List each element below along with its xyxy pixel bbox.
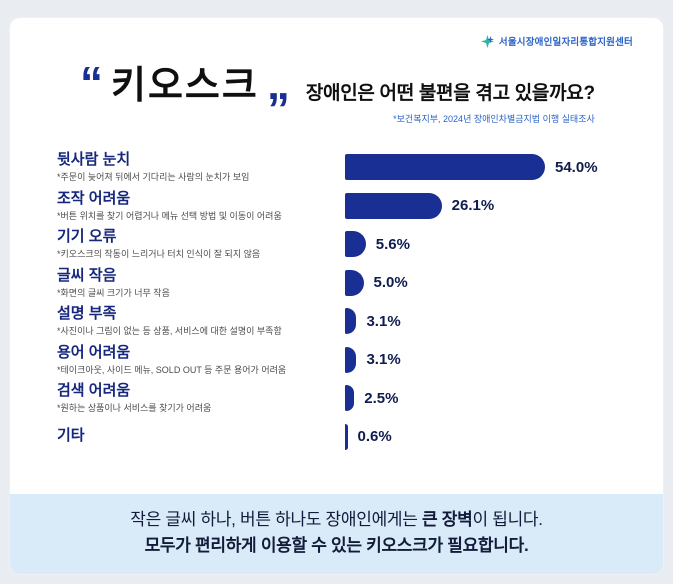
- chart-row: 설명 부족 *사진이나 그림이 없는 등 상품, 서비스에 대한 설명이 부족함…: [57, 302, 663, 341]
- banner-emphasis: 큰 장벽: [422, 510, 473, 529]
- title-section: “ 키오스크 ” 장애인은 어떤 불편을 겪고 있을까요? *보건복지부, 20…: [10, 48, 663, 132]
- bar: [345, 231, 366, 258]
- category-note: *주문이 늦어져 뒤에서 기다리는 사람의 눈치가 보임: [57, 172, 250, 183]
- value-label: 54.0%: [555, 158, 598, 176]
- value-label: 0.6%: [357, 428, 392, 446]
- category-label: 기기 오류: [57, 228, 117, 246]
- chart-row: 검색 어려움 *원하는 상품이나 서비스를 찾기가 어려움 2.5%: [57, 379, 663, 418]
- category-label: 검색 어려움: [57, 382, 131, 400]
- question-block: 장애인은 어떤 불편을 겪고 있을까요? *보건복지부, 2024년 장애인차별…: [306, 78, 595, 125]
- category-note: *버튼 위치를 찾기 어렵거나 메뉴 선택 방법 및 이동이 어려움: [57, 210, 282, 221]
- value-label: 2.5%: [364, 389, 399, 407]
- banner-line-1: 작은 글씨 하나, 버튼 하나도 장애인에게는 큰 장벽이 됩니다.: [130, 510, 543, 529]
- chart-row: 뒷사람 눈치 *주문이 늦어져 뒤에서 기다리는 사람의 눈치가 보임 54.0…: [57, 148, 663, 187]
- close-quote-icon: ”: [266, 83, 290, 135]
- category-note: *사진이나 그림이 없는 등 상품, 서비스에 대한 설명이 부족함: [57, 326, 282, 337]
- bottom-banner: 작은 글씨 하나, 버튼 하나도 장애인에게는 큰 장벽이 됩니다. 모두가 편…: [10, 494, 663, 574]
- category-label: 설명 부족: [57, 305, 117, 323]
- category-note: *키오스크의 작동이 느리거나 터치 인식이 잘 되지 않음: [57, 249, 261, 260]
- chart-row: 기타 0.6%: [57, 418, 663, 457]
- page-title: 키오스크: [111, 65, 259, 107]
- value-label: 5.0%: [373, 274, 408, 292]
- bar: [345, 192, 442, 219]
- category-label: 뒷사람 눈치: [57, 151, 131, 169]
- category-label: 기타: [57, 427, 85, 445]
- value-label: 3.1%: [366, 351, 401, 369]
- source-note: *보건복지부, 2024년 장애인차별금지법 이행 실태조사: [393, 114, 595, 124]
- chart-row: 용어 어려움 *테이크아웃, 사이드 메뉴, SOLD OUT 등 주문 용어가…: [57, 341, 663, 380]
- logo-sparkle-icon: [480, 34, 494, 48]
- category-note: *원하는 상품이나 서비스를 찾기가 어려움: [57, 403, 212, 414]
- category-label: 글씨 작음: [57, 266, 117, 284]
- chart-row: 조작 어려움 *버튼 위치를 찾기 어렵거나 메뉴 선택 방법 및 이동이 어려…: [57, 187, 663, 226]
- bar: [345, 423, 348, 450]
- category-label: 용어 어려움: [57, 343, 131, 361]
- bar: [345, 308, 357, 335]
- logo-text: 서울시장애인일자리통합지원센터: [498, 37, 633, 48]
- chart-row: 글씨 작음 *화면의 글씨 크기가 너무 작음 5.0%: [57, 264, 663, 303]
- bar: [345, 346, 357, 373]
- banner-line-2: 모두가 편리하게 이용할 수 있는 키오스크가 필요합니다.: [10, 533, 663, 559]
- bar: [345, 154, 545, 181]
- bar: [345, 385, 355, 412]
- bar-chart: 뒷사람 눈치 *주문이 늦어져 뒤에서 기다리는 사람의 눈치가 보임 54.0…: [10, 132, 663, 456]
- chart-row: 기기 오류 *키오스크의 작동이 느리거나 터치 인식이 잘 되지 않음 5.6…: [57, 225, 663, 264]
- banner-emphasis: 모두가 편리하게 이용할 수 있는 키오스크가 필요합니다.: [144, 536, 529, 555]
- value-label: 5.6%: [375, 235, 410, 253]
- category-label: 조작 어려움: [57, 189, 131, 207]
- category-note: *화면의 글씨 크기가 너무 작음: [57, 287, 170, 298]
- infographic-card: 서울시장애인일자리통합지원센터 “ 키오스크 ” 장애인은 어떤 불편을 겪고 …: [10, 18, 663, 574]
- open-quote-icon: “: [80, 57, 103, 109]
- logo: 서울시장애인일자리통합지원센터: [10, 18, 663, 48]
- value-label: 26.1%: [451, 197, 495, 215]
- bar: [345, 269, 364, 296]
- category-note: *테이크아웃, 사이드 메뉴, SOLD OUT 등 주문 용어가 어려움: [57, 364, 287, 375]
- value-label: 3.1%: [366, 312, 401, 330]
- chart-question: 장애인은 어떤 불편을 겪고 있을까요?: [305, 83, 595, 104]
